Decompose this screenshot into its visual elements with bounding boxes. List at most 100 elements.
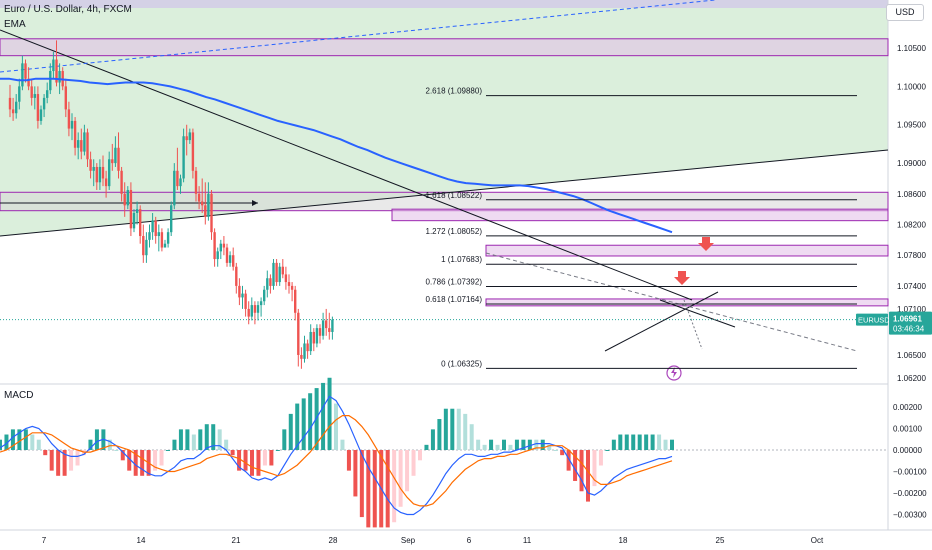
candle-body: [225, 247, 229, 263]
green-projection-area: [0, 0, 888, 236]
resistance-zone-lower: [391, 208, 889, 222]
macd-histogram-bar: [618, 434, 623, 450]
dashed-projection-line: [485, 252, 858, 352]
macd-histogram-bar: [346, 450, 351, 471]
price-tick-label: 1.10500: [897, 44, 926, 53]
price-tick-label: 1.07800: [897, 251, 926, 260]
macd-tick-label: 0.00000: [893, 446, 922, 455]
macd-histogram-bar: [88, 439, 93, 450]
candle-body: [256, 305, 260, 313]
macd-histogram-bar: [586, 450, 590, 502]
macd-tick-label: 0.00200: [893, 403, 922, 412]
macd-histogram-bar: [359, 450, 364, 518]
macd-histogram-bar: [353, 450, 358, 497]
candle-body: [77, 140, 80, 148]
supply-zone-lower: [485, 298, 889, 307]
macd-histogram-bar: [30, 434, 35, 450]
macd-histogram-bar: [334, 403, 338, 450]
candle-body: [303, 343, 306, 359]
macd-tick-label: −0.00200: [893, 489, 927, 498]
macd-histogram-bar: [256, 450, 261, 476]
macd-histogram-bar: [172, 439, 177, 450]
macd-histogram-bar: [547, 444, 552, 450]
candle-body: [129, 189, 133, 229]
macd-histogram-bar: [107, 439, 112, 450]
macd-histogram-bar: [301, 398, 306, 450]
resistance-zone-top: [0, 38, 889, 57]
macd-histogram-bar: [631, 434, 636, 450]
symbol-title[interactable]: Euro / U.S. Dollar, 4h, FXCM: [4, 4, 132, 15]
time-tick-label: 6: [467, 536, 472, 545]
candle-body: [108, 159, 111, 187]
candle-body: [166, 232, 170, 244]
macd-histogram-bar: [670, 439, 674, 450]
candle-body: [117, 147, 120, 171]
candle-body: [247, 308, 250, 317]
macd-histogram-bar: [282, 429, 287, 450]
macd-histogram-bar: [637, 434, 642, 450]
macd-histogram-bar: [385, 450, 390, 528]
macd-histogram-bar: [250, 450, 254, 476]
macd-histogram-bar: [94, 429, 99, 450]
candle-body: [241, 293, 244, 298]
candle-body: [111, 159, 114, 164]
candle-body: [309, 331, 312, 352]
macd-histogram-bar: [366, 450, 371, 528]
macd-legend[interactable]: MACD: [4, 390, 34, 401]
descending-trendline: [0, 29, 693, 301]
candle-body: [328, 328, 331, 332]
macd-histogram-bar: [411, 450, 416, 476]
symbol-tag: [856, 313, 888, 326]
macd-histogram-bar: [237, 450, 242, 471]
price-tick-label: 1.07400: [897, 282, 926, 291]
fib-level-label: 1.272 (1.08052): [426, 227, 483, 236]
price-tick-label: 1.08200: [897, 221, 926, 230]
candle-body: [185, 136, 188, 141]
candle-body: [21, 63, 24, 87]
currency-button[interactable]: USD: [886, 4, 924, 21]
ema-legend[interactable]: EMA: [4, 19, 26, 30]
candle-body: [70, 120, 74, 129]
macd-histogram-bar: [566, 450, 571, 471]
candle-body: [24, 63, 27, 79]
candle-body: [73, 120, 77, 148]
fib-level-label: 1 (1.07683): [441, 255, 482, 264]
macd-histogram-bar: [262, 450, 267, 466]
candle-body: [170, 205, 173, 233]
macd-histogram-bar: [405, 450, 410, 492]
candle-body: [160, 232, 164, 248]
macd-histogram-bar: [560, 450, 565, 456]
candle-body: [300, 354, 303, 359]
candle-body: [95, 166, 98, 183]
candle-body: [253, 305, 257, 313]
time-tick-label: 7: [42, 536, 47, 545]
macd-histogram-bar: [495, 444, 500, 450]
price-tick-label: 1.06200: [897, 374, 926, 383]
macd-histogram-bar: [579, 450, 584, 492]
macd-histogram-bar: [573, 450, 578, 481]
macd-histogram-bar: [508, 444, 513, 450]
macd-histogram-bar: [598, 450, 603, 466]
candle-body: [148, 232, 151, 240]
macd-histogram-bar: [191, 434, 196, 450]
top-zone: [0, 0, 888, 8]
candle-body: [101, 166, 105, 179]
candle-body: [67, 109, 71, 129]
candle-body: [194, 170, 198, 194]
macd-histogram-bar: [36, 439, 41, 450]
macd-histogram-bar: [204, 424, 209, 450]
time-tick-label: Oct: [811, 536, 824, 545]
fib-level-label: 0.618 (1.07164): [426, 295, 483, 304]
candle-body: [89, 159, 92, 171]
candle-body: [281, 266, 284, 275]
candle-body: [33, 94, 36, 98]
candle-body: [92, 166, 95, 171]
candle-body: [83, 132, 86, 152]
candle-body: [228, 255, 232, 263]
candle-body: [46, 90, 49, 98]
candle-body: [210, 193, 213, 233]
candle-body: [86, 132, 89, 160]
macd-histogram-bar: [534, 439, 539, 450]
candle-body: [104, 178, 108, 187]
